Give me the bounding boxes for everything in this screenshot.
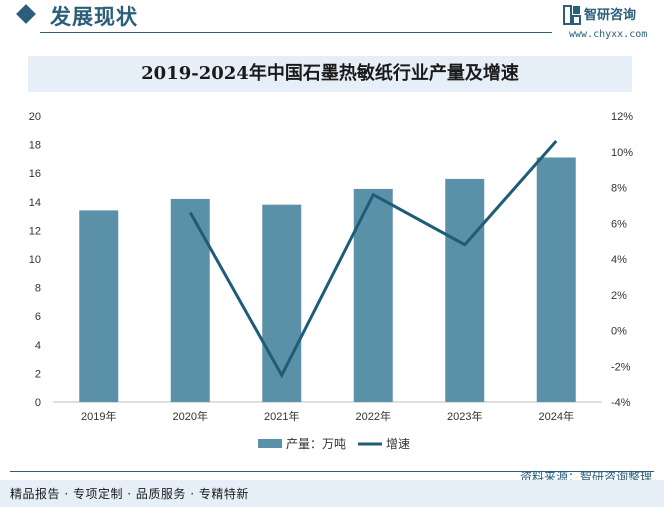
y-left-tick-label: 6: [35, 311, 41, 323]
x-tick-label: 2024年: [539, 409, 574, 423]
logo-icon: [563, 5, 581, 25]
y-right-tick-label: 4%: [611, 254, 627, 266]
chart-title-band: 2019-2024年中国石墨热敏纸行业产量及增速: [28, 56, 632, 92]
logo-name: 智研咨询: [584, 8, 637, 23]
diamond-icon: [16, 4, 36, 24]
legend-label-growth: 增速: [386, 437, 410, 451]
y-left-tick-label: 20: [29, 111, 41, 123]
bar: [262, 204, 302, 402]
bar: [353, 188, 393, 402]
x-tick-label: 2023年: [447, 409, 482, 423]
y-left-tick-label: 12: [29, 225, 41, 237]
y-left-tick-label: 18: [29, 140, 41, 152]
y-left-tick-label: 16: [29, 168, 41, 180]
x-tick-label: 2019年: [81, 409, 116, 423]
y-left-tick-label: 10: [29, 254, 41, 266]
y-left-tick-label: 14: [29, 197, 41, 209]
bar: [170, 198, 210, 402]
section-title: 发展现状: [50, 5, 138, 29]
y-right-tick-label: 8%: [611, 183, 627, 195]
y-right-tick-label: 2%: [611, 290, 627, 302]
logo-url: www.chyxx.com: [569, 29, 648, 40]
footer-divider: [10, 471, 654, 472]
y-right-tick-label: -4%: [611, 397, 631, 409]
legend-label-output: 产量：万吨: [286, 437, 346, 451]
growth-line: [188, 140, 558, 379]
bar: [79, 210, 119, 402]
bar: [445, 178, 485, 402]
footer-bar: 精品报告 · 专项定制 · 品质服务 · 专精特新: [0, 480, 664, 507]
bar: [536, 157, 576, 402]
x-tick-label: 2020年: [173, 409, 208, 423]
chart-title: 2019-2024年中国石墨热敏纸行业产量及增速: [141, 63, 519, 84]
y-left-tick-label: 0: [35, 397, 41, 409]
chart: 0 2 4 6 8 10 12 14 16 18 20 -4% -2% 0% 2% 4% 6% 8% 10% 12% 2…: [29, 111, 633, 451]
y-left-tick-label: 4: [35, 340, 41, 352]
header: 发展现状 智研咨询 www.chyxx.com: [0, 0, 664, 40]
legend-swatch-bar: [258, 439, 282, 448]
y-right-tick-label: 6%: [611, 218, 627, 230]
y-right-tick-label: 0%: [611, 326, 627, 338]
y-right-tick-label: 10%: [611, 147, 633, 159]
tagline: 精品报告 · 专项定制 · 品质服务 · 专精特新: [10, 487, 249, 501]
y-left-tick-label: 2: [35, 368, 41, 380]
header-divider: [40, 32, 552, 33]
y-left-tick-label: 8: [35, 283, 41, 295]
x-tick-label: 2021年: [264, 409, 299, 423]
y-right-tick-label: 12%: [611, 111, 633, 123]
x-tick-label: 2022年: [356, 409, 391, 423]
y-right-tick-label: -2%: [611, 361, 631, 373]
